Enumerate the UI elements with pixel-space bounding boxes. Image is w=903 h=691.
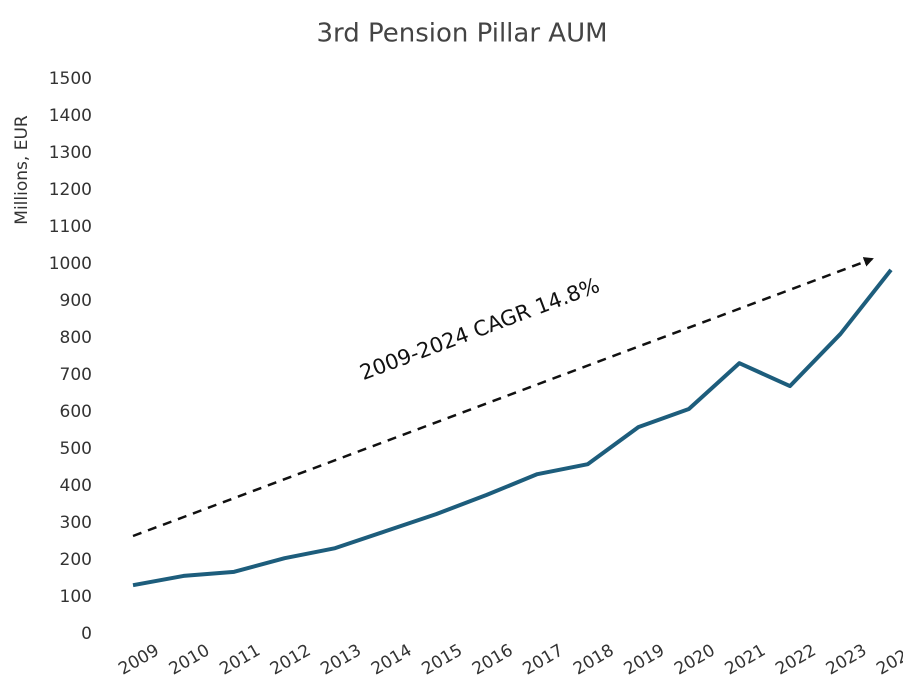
y-tick-label: 400	[60, 476, 92, 496]
y-tick-label: 700	[60, 365, 92, 385]
x-tick-label: 2023	[823, 641, 870, 680]
y-tick-label: 1400	[49, 106, 92, 126]
y-tick-label: 1300	[49, 143, 92, 163]
annotation: 2009-2024 CAGR 14.8%	[357, 273, 603, 385]
x-tick-label: 2014	[368, 641, 415, 680]
x-tick-label: 2009	[115, 641, 162, 680]
x-tick-label: 2016	[469, 641, 516, 680]
x-tick-label: 2010	[166, 641, 213, 680]
y-tick-label: 1500	[49, 69, 92, 89]
x-tick-label: 2015	[418, 641, 465, 680]
chart-title: 3rd Pension Pillar AUM	[316, 19, 607, 49]
trend-arrow	[132, 257, 874, 538]
y-tick-label: 100	[60, 587, 92, 607]
y-tick-label: 1100	[49, 217, 92, 237]
x-tick-label: 2019	[621, 641, 668, 680]
x-tick-label: 2024	[873, 641, 903, 680]
y-tick-label: 300	[60, 513, 92, 533]
y-tick-label: 800	[60, 328, 92, 348]
x-tick-label: 2012	[267, 641, 314, 680]
y-tick-label: 200	[60, 550, 92, 570]
y-tick-label: 900	[60, 291, 92, 311]
x-tick-label: 2020	[671, 641, 718, 680]
y-tick-label: 600	[60, 402, 92, 422]
x-tick-label: 2021	[722, 641, 769, 680]
x-tick-label: 2011	[216, 641, 263, 680]
data-line	[132, 268, 893, 588]
x-tick-label: 2013	[317, 641, 364, 680]
y-tick-label: 1000	[49, 254, 92, 274]
y-tick-label: 0	[81, 624, 92, 644]
y-axis-label: Millions, EUR	[12, 115, 32, 225]
x-tick-label: 2018	[570, 641, 617, 680]
x-tick-label: 2022	[772, 641, 819, 680]
x-tick-label: 2017	[520, 641, 567, 680]
y-tick-label: 500	[60, 439, 92, 459]
y-tick-label: 1200	[49, 180, 92, 200]
